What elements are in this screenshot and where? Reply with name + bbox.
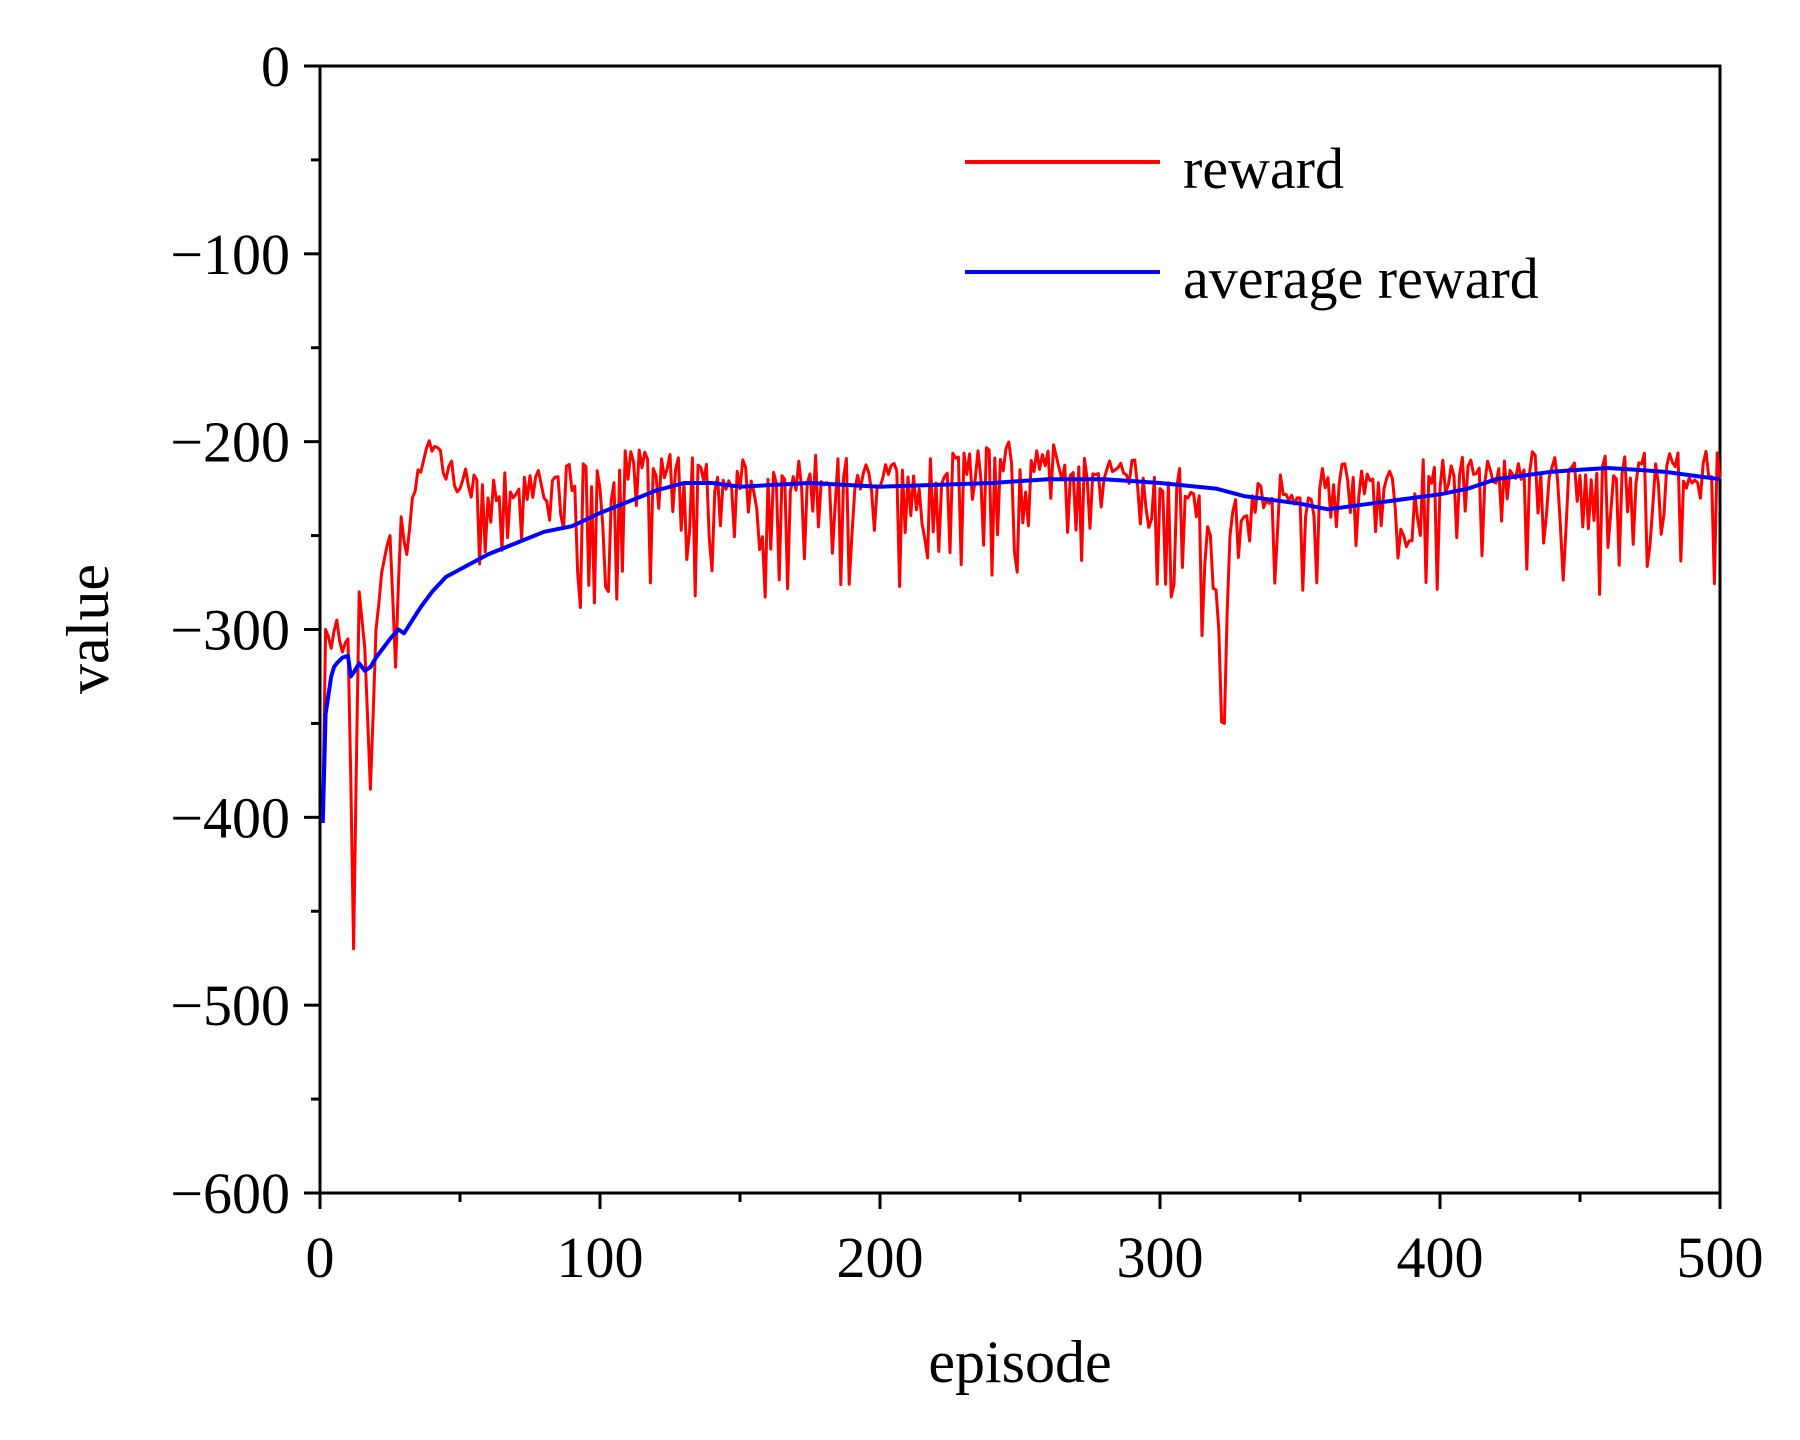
legend-reward-label: reward	[1183, 136, 1344, 201]
series-line-average-reward	[320, 466, 1721, 824]
x-tick-label: 400	[1397, 1225, 1484, 1290]
y-tick-label: −300	[170, 598, 290, 663]
data-series	[320, 439, 1722, 951]
y-tick-label: −200	[170, 410, 290, 475]
legend-average-reward-label: average reward	[1183, 246, 1539, 311]
axis-ticks: 0 100 200 300 400 500 0 −100 −200 −300 −400 −500 −60…	[170, 34, 1763, 1290]
legend: reward average reward	[965, 136, 1539, 311]
y-tick-label: −600	[170, 1161, 290, 1226]
x-tick-label: 300	[1117, 1225, 1204, 1290]
x-tick-label: 0	[306, 1225, 335, 1290]
x-axis-title: episode	[928, 1329, 1111, 1395]
y-tick-label: −100	[170, 222, 290, 287]
x-tick-label: 200	[837, 1225, 924, 1290]
series-line-reward	[321, 439, 1722, 951]
y-tick-label: −500	[170, 973, 290, 1038]
y-tick-label: 0	[261, 34, 290, 99]
x-tick-label: 100	[557, 1225, 644, 1290]
y-tick-label: −400	[170, 785, 290, 850]
x-tick-label: 500	[1677, 1225, 1764, 1290]
y-axis-title: value	[55, 564, 121, 694]
